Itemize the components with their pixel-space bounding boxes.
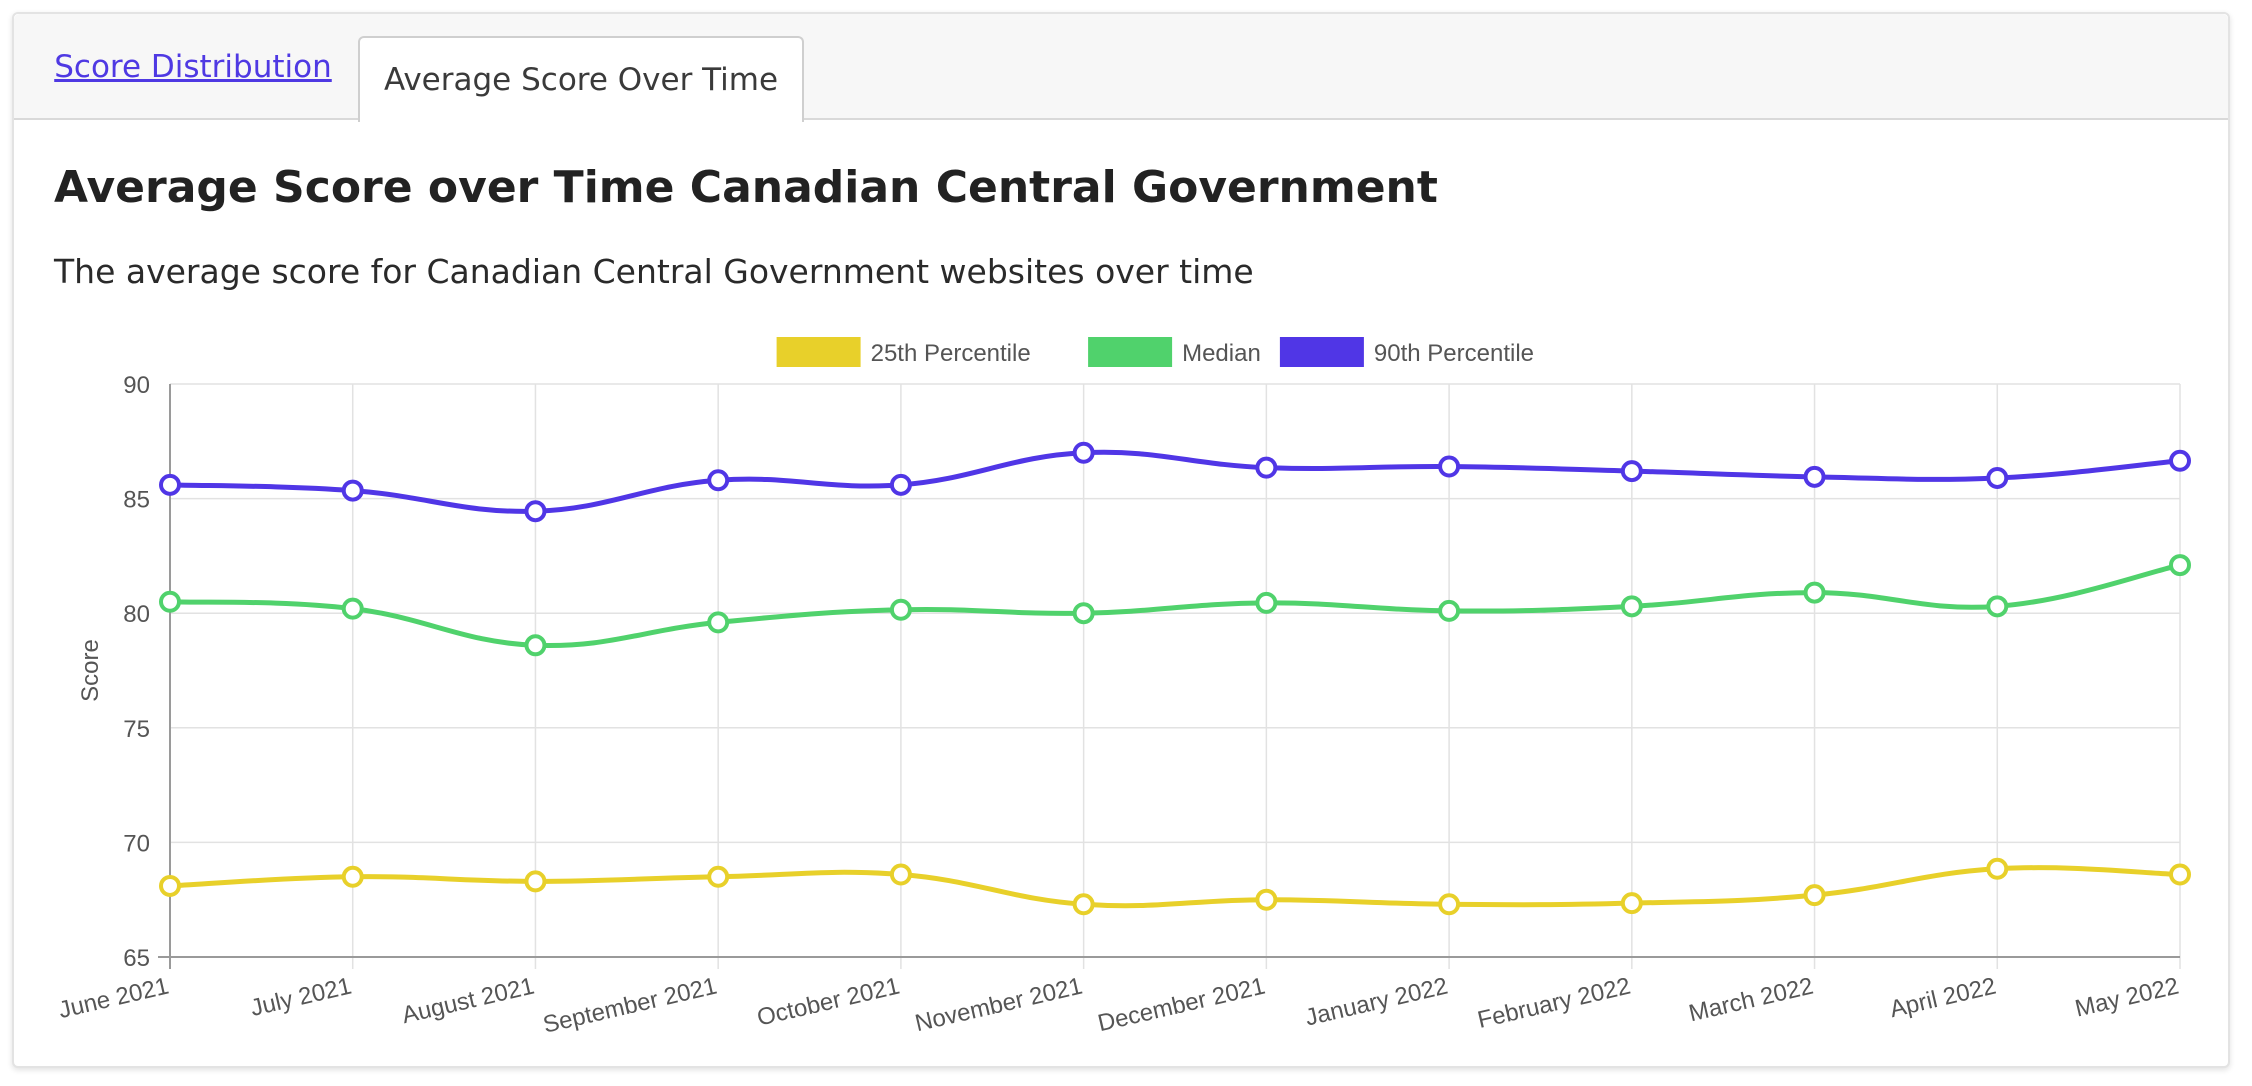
chart-subtitle: The average score for Canadian Central G…	[54, 252, 1254, 291]
chart-title: Average Score over Time Canadian Central…	[54, 162, 1438, 213]
data-point	[1986, 595, 2009, 618]
data-point	[1620, 460, 1643, 483]
tab-average-score-over-time[interactable]: Average Score Over Time	[358, 36, 804, 122]
x-tick-label: August 2021	[399, 973, 536, 1030]
x-tick-label: November 2021	[913, 973, 1085, 1038]
x-tick-label: December 2021	[1095, 973, 1267, 1038]
data-point	[2169, 863, 2191, 886]
legend-label: Median	[1182, 340, 1261, 367]
chart-card: Score Distribution Average Score Over Ti…	[12, 12, 2230, 1068]
data-point	[1438, 455, 1461, 478]
data-point	[159, 473, 181, 496]
y-tick-label: 75	[123, 716, 150, 743]
data-point	[341, 597, 364, 620]
x-tick-label: June 2021	[56, 973, 171, 1025]
data-point	[159, 590, 181, 613]
data-point	[2169, 449, 2191, 472]
x-tick-label: January 2022	[1303, 973, 1451, 1032]
series-line	[169, 865, 2181, 909]
data-point	[1986, 466, 2009, 489]
data-point	[889, 863, 912, 886]
x-tick-label: October 2021	[754, 973, 902, 1032]
data-point	[341, 479, 364, 502]
x-tick-label: September 2021	[541, 973, 720, 1039]
series-line	[169, 449, 2181, 514]
data-point	[1803, 884, 1826, 907]
x-tick-label: May 2022	[2073, 973, 2182, 1023]
data-point	[1803, 465, 1826, 488]
data-point	[524, 870, 547, 893]
data-point	[707, 611, 730, 634]
tab-score-distribution[interactable]: Score Distribution	[54, 49, 332, 85]
legend-swatch	[1088, 337, 1173, 367]
legend-label: 25th Percentile	[871, 340, 1031, 367]
y-tick-label: 65	[123, 945, 150, 972]
y-tick-label: 85	[123, 487, 150, 514]
data-point	[889, 473, 912, 496]
data-point	[1620, 892, 1643, 915]
data-point	[159, 874, 181, 897]
data-point	[1072, 441, 1095, 464]
y-axis-title: Score	[77, 639, 104, 702]
data-point	[1072, 893, 1095, 916]
data-point	[889, 598, 912, 621]
data-point	[1620, 595, 1643, 618]
x-tick-label: February 2022	[1475, 973, 1633, 1034]
x-tick-label: April 2022	[1887, 973, 1998, 1024]
x-tick-label: July 2021	[248, 973, 354, 1022]
legend-swatch	[1279, 337, 1364, 367]
y-tick-label: 90	[123, 372, 150, 399]
x-tick-label: March 2022	[1686, 973, 1816, 1028]
data-point	[707, 469, 730, 492]
data-point	[707, 865, 730, 888]
data-point	[1438, 893, 1461, 916]
series-line	[169, 562, 2181, 649]
data-point	[1255, 888, 1278, 911]
data-point	[1255, 591, 1278, 614]
data-point	[524, 500, 547, 523]
data-point	[524, 634, 547, 657]
tab-bar: Score Distribution Average Score Over Ti…	[14, 14, 2228, 122]
y-tick-label: 70	[123, 830, 150, 857]
data-point	[1438, 599, 1461, 622]
data-point	[1986, 857, 2009, 880]
data-point	[341, 865, 364, 888]
data-point	[1803, 581, 1826, 604]
data-point	[2169, 554, 2191, 577]
legend-swatch	[776, 337, 861, 367]
legend-label: 90th Percentile	[1374, 340, 1534, 367]
y-tick-label: 80	[123, 601, 150, 628]
data-point	[1255, 456, 1278, 479]
data-point	[1072, 602, 1095, 625]
